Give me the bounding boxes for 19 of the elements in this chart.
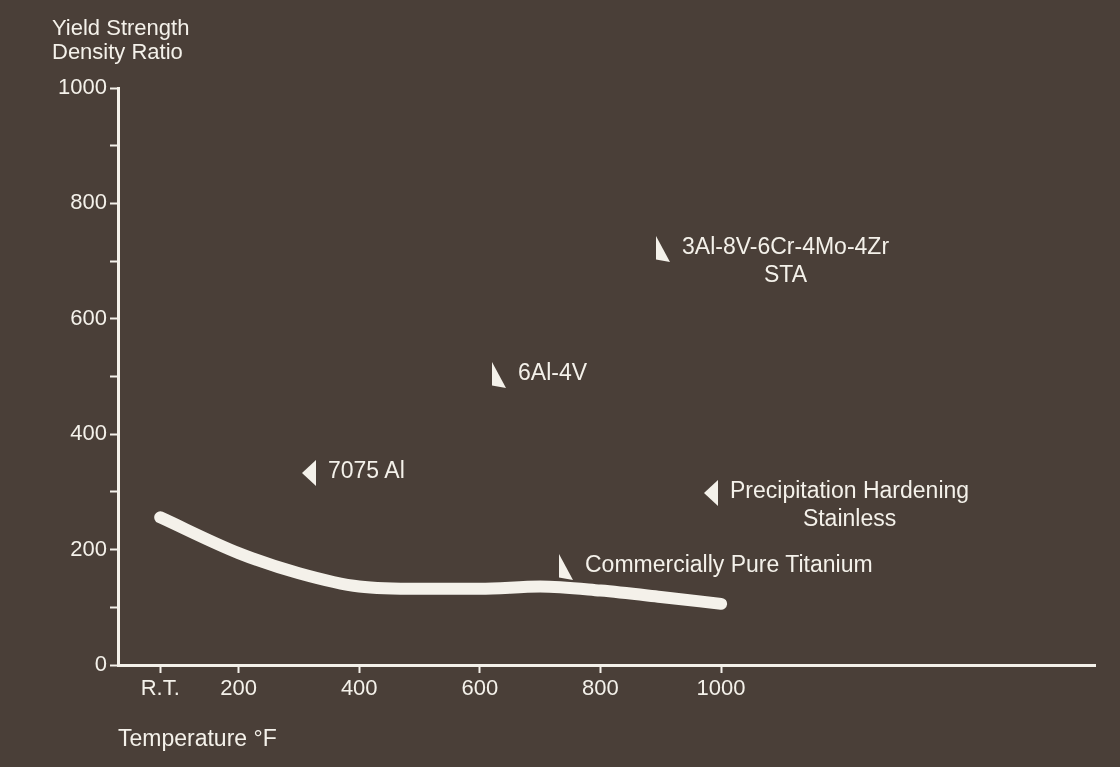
- annotation: Precipitation Hardening Stainless: [730, 476, 970, 532]
- y-tick-label: 0: [94, 651, 107, 677]
- annotation: Commercially Pure Titanium: [585, 550, 873, 578]
- x-tick-label: 1000: [696, 675, 746, 701]
- x-tick-label: 600: [461, 675, 499, 701]
- x-tick-label: R.T.: [140, 675, 180, 701]
- x-tick-label: 200: [220, 675, 257, 701]
- y-tick-label: 800: [70, 189, 107, 215]
- annotation: 7075 Al: [328, 456, 405, 484]
- y-tick-label: 1000: [58, 74, 107, 100]
- y-tick-label: 400: [70, 420, 107, 446]
- y-axis-title: Yield Strength Density Ratio: [52, 15, 191, 64]
- x-tick-label: 400: [340, 675, 378, 701]
- annotation: 6Al-4V: [518, 358, 588, 386]
- x-tick-label: 800: [582, 675, 619, 701]
- y-tick-label: 200: [70, 535, 107, 561]
- x-axis-title: Temperature °F: [118, 724, 277, 751]
- annotation: 3Al-8V-6Cr-4Mo-4Zr STA: [682, 232, 890, 288]
- y-tick-label: 600: [70, 304, 107, 330]
